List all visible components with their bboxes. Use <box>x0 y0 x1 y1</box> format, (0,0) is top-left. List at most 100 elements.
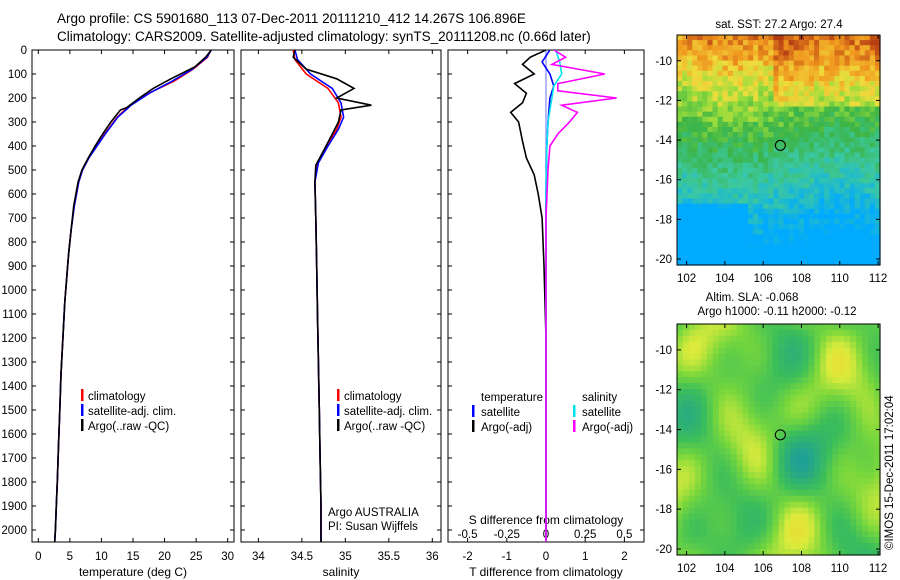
x-tick-label: 15 <box>127 551 140 563</box>
map-cell <box>844 466 851 473</box>
map-cell <box>682 483 690 491</box>
map-cell <box>766 359 774 367</box>
map-cell <box>788 40 795 46</box>
map-cell <box>869 60 876 67</box>
series-line <box>545 50 617 542</box>
map-cell <box>687 173 693 179</box>
map-cell <box>778 40 785 46</box>
map-cell <box>783 193 790 200</box>
map-cell <box>730 412 738 420</box>
map-cell <box>677 81 683 87</box>
map-cell <box>874 45 881 51</box>
map-cell <box>844 549 851 556</box>
map-cell <box>682 353 690 361</box>
map-cell <box>753 157 759 164</box>
map-cell <box>850 365 857 372</box>
map-cell <box>803 152 810 159</box>
map-cell <box>760 489 768 497</box>
map-cell <box>724 495 732 503</box>
map-cell <box>844 157 851 164</box>
map-cell <box>707 244 714 251</box>
map-cell <box>712 81 719 87</box>
map-cell <box>788 106 795 113</box>
map-cell <box>788 75 795 82</box>
map-cell <box>796 460 803 467</box>
map-cell <box>706 543 714 550</box>
map-cell <box>718 418 726 426</box>
map-cell <box>832 359 839 367</box>
map-cell <box>758 137 764 143</box>
map-cell <box>768 219 775 225</box>
map-cell <box>850 466 857 473</box>
legend-entry: satellite-adj. clim. <box>88 406 176 418</box>
map-cell <box>808 224 815 230</box>
map-cell <box>784 412 792 420</box>
map-cell <box>732 178 739 184</box>
map-cell <box>819 142 825 149</box>
map-cell <box>717 219 724 225</box>
map-cell <box>717 96 724 103</box>
map-cell <box>868 489 875 497</box>
map-cell <box>808 234 815 241</box>
map-cell <box>763 224 769 230</box>
map-cell <box>802 424 809 432</box>
map-cell <box>859 244 866 251</box>
lat-tick-label: -18 <box>655 504 672 516</box>
map-cell <box>808 495 815 503</box>
map-cell <box>702 213 709 220</box>
map-cell <box>760 401 768 408</box>
map-cell <box>768 137 775 143</box>
map-cell <box>824 178 830 184</box>
map-cell <box>826 489 833 497</box>
map-cell <box>819 81 825 87</box>
map-cell <box>783 35 790 41</box>
map-cell <box>768 65 775 72</box>
map-cell <box>727 208 734 215</box>
map-cell <box>859 224 866 230</box>
map-cell <box>677 203 683 210</box>
map-cell <box>788 121 795 128</box>
map-cell <box>829 198 835 205</box>
map-cell <box>844 121 851 128</box>
map-cell <box>808 412 815 420</box>
map-cell <box>717 81 724 87</box>
map-cell <box>768 116 775 123</box>
map-cell <box>834 116 840 123</box>
map-cell <box>868 448 875 455</box>
series-line <box>294 50 345 542</box>
map-cell <box>718 371 726 378</box>
map-cell <box>766 412 774 420</box>
map-cell <box>687 55 693 62</box>
map-cell <box>712 183 719 189</box>
map-cell <box>803 55 810 62</box>
lon-tick-label: 106 <box>754 273 773 285</box>
map-cell <box>854 254 861 261</box>
map-cell <box>874 55 881 62</box>
map-cell <box>748 239 754 246</box>
map-cell <box>819 203 825 210</box>
map-cell <box>718 335 726 343</box>
map-cell <box>829 167 835 174</box>
map-cell <box>737 234 744 241</box>
map-cell <box>844 341 851 349</box>
map-cell <box>688 424 696 432</box>
map-cell <box>796 436 803 444</box>
map-cell <box>788 208 795 215</box>
map-cell <box>742 60 749 67</box>
map-cell <box>820 329 827 337</box>
map-cell <box>834 188 840 195</box>
map-cell <box>682 70 688 77</box>
map-cell <box>754 549 762 556</box>
map-cell <box>826 525 833 532</box>
map-cell <box>834 224 840 230</box>
map-cell <box>788 219 795 225</box>
map-cell <box>790 365 798 372</box>
map-cell <box>754 424 762 432</box>
map-cell <box>864 259 871 266</box>
map-cell <box>758 101 764 108</box>
map-cell <box>737 111 744 118</box>
map-cell <box>737 101 744 108</box>
map-cell <box>724 448 732 455</box>
map-cell <box>707 121 714 128</box>
map-cell <box>824 254 830 261</box>
